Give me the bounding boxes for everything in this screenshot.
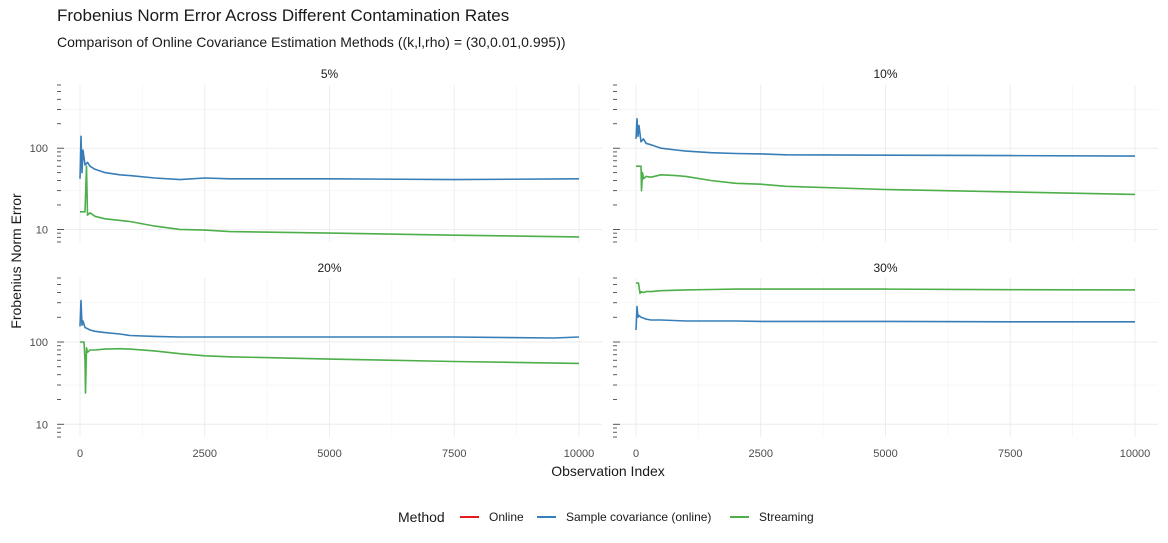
legend-label: Sample covariance (online)	[566, 510, 711, 524]
facet-label: 10%	[873, 67, 897, 81]
chart-title: Frobenius Norm Error Across Different Co…	[57, 6, 510, 25]
series-line-streaming	[80, 165, 580, 238]
facet-label: 5%	[321, 67, 339, 81]
y-tick-label: 100	[30, 337, 48, 349]
x-tick-label: 2500	[193, 448, 217, 460]
legend-label: Online	[489, 510, 524, 524]
series-line-streaming	[636, 165, 1136, 196]
series-line-sample-covariance-online	[635, 305, 1135, 331]
x-tick-label: 2500	[749, 448, 773, 460]
x-tick-label: 10000	[564, 448, 595, 460]
y-tick-label: 10	[36, 224, 48, 236]
series-line-sample-covariance-online	[79, 299, 580, 339]
facet-label: 20%	[317, 261, 341, 275]
series-line-sample-covariance-online	[79, 135, 580, 181]
legend-label: Streaming	[759, 510, 814, 524]
chart-subtitle: Comparison of Online Covariance Estimati…	[57, 34, 566, 50]
x-tick-label: 0	[77, 448, 83, 460]
series-line-streaming	[80, 341, 580, 394]
x-tick-label: 7500	[442, 448, 466, 460]
x-tick-label: 7500	[998, 448, 1022, 460]
y-tick-label: 100	[30, 143, 48, 155]
x-tick-label: 0	[633, 448, 639, 460]
legend-title: Method	[398, 509, 445, 525]
series-line-sample-covariance-online	[635, 118, 1136, 157]
y-tick-label: 10	[36, 419, 48, 431]
facet-label: 30%	[873, 261, 897, 275]
y-axis-title: Frobenius Norm Error	[8, 193, 24, 329]
x-axis-title: Observation Index	[551, 463, 665, 479]
x-tick-label: 10000	[1120, 448, 1151, 460]
x-tick-label: 5000	[873, 448, 897, 460]
series-line-streaming	[636, 282, 1136, 295]
x-tick-label: 5000	[317, 448, 341, 460]
